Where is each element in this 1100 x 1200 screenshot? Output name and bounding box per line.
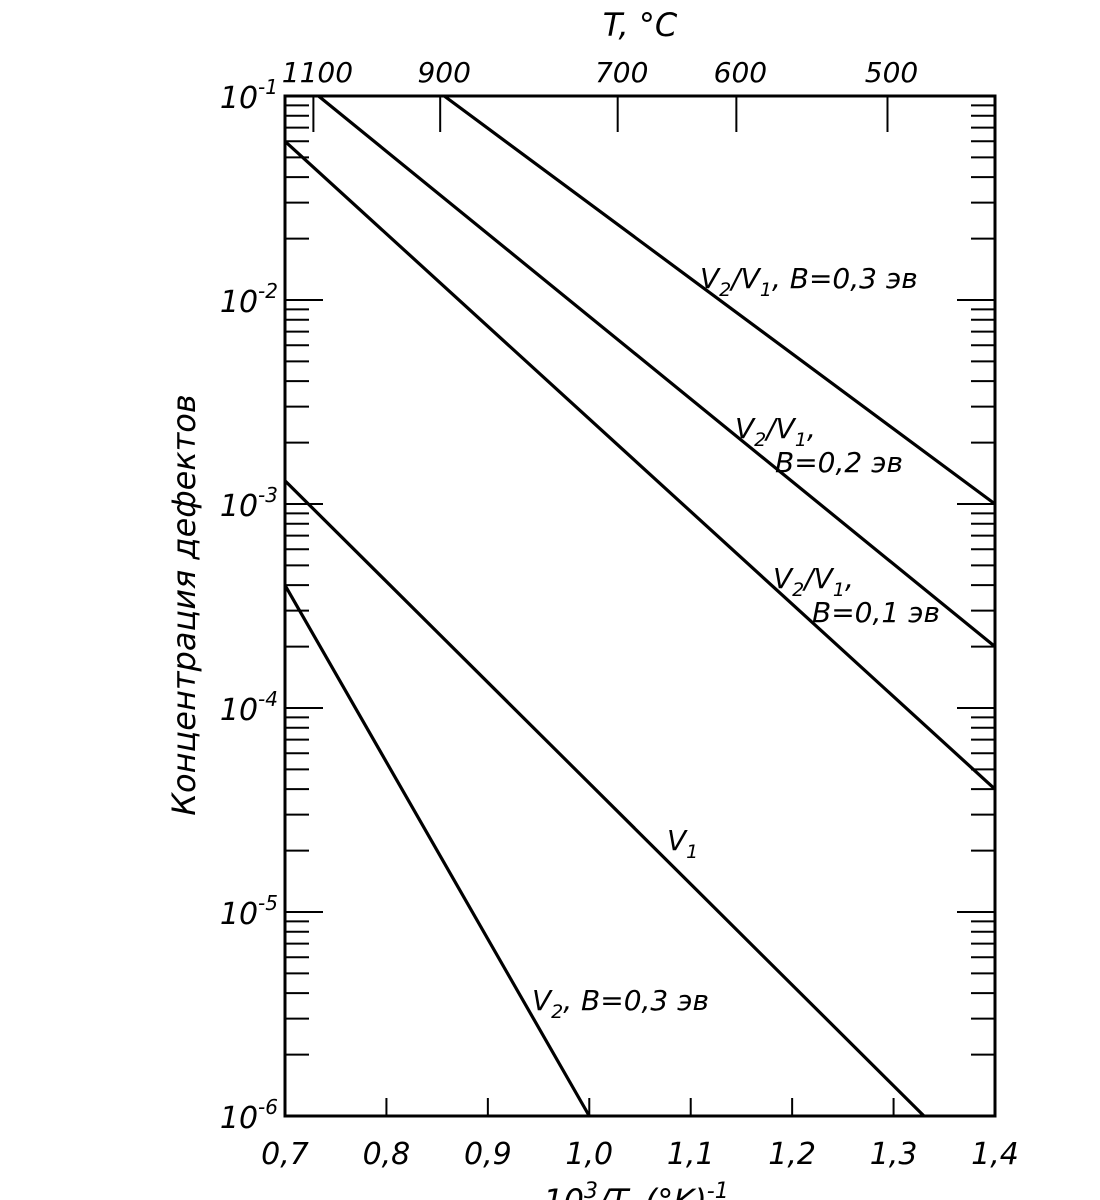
y-tick-label: 10-4 <box>220 687 278 728</box>
y-tick-label: 10-3 <box>220 483 278 524</box>
top-tick-label: 600 <box>714 56 767 89</box>
y-axis-title: Концентрация дефектов <box>165 394 203 815</box>
series-label: V2/V1, <box>735 412 816 451</box>
series-label: V1 <box>667 824 698 863</box>
x-tick-label: 1,0 <box>565 1137 613 1172</box>
series-label-line2: B=0,1 эв <box>812 596 940 629</box>
series-line <box>443 94 996 506</box>
series-label: V2/V1, B=0,3 эв <box>700 262 918 301</box>
chart-labels: 0,7 0,8 0,9 1,0 1,1 1,2 1,3 1,4 10-1 10-2 10-3 10-4… <box>165 6 1019 1200</box>
series-label: V2, B=0,3 эв <box>532 984 709 1023</box>
series-line <box>283 140 997 791</box>
x-tick-label: 0,7 <box>261 1137 309 1172</box>
x-tick-label: 1,1 <box>667 1137 715 1172</box>
series-lines <box>283 94 997 1118</box>
series-label: V2/V1, <box>773 562 854 601</box>
x-tick-label: 0,8 <box>363 1137 411 1172</box>
y-tick-label: 10-6 <box>220 1095 278 1136</box>
top-tick-label: 700 <box>595 56 648 89</box>
top-axis-title: T, °C <box>603 6 678 44</box>
series-line <box>317 94 997 648</box>
x-axis-title: 103/T, (°K)-1 <box>543 1179 728 1200</box>
top-tick-label: 1100 <box>282 56 353 89</box>
top-tick-label: 900 <box>417 56 470 89</box>
series-line <box>283 479 926 1118</box>
axis-ticks <box>284 96 996 1117</box>
x-tick-label: 0,9 <box>464 1137 512 1172</box>
plot-frame <box>283 94 997 1118</box>
series-label-line2: B=0,2 эв <box>775 446 903 479</box>
top-tick-label: 500 <box>865 56 918 89</box>
x-tick-label: 1,3 <box>870 1137 918 1172</box>
x-tick-label: 1,2 <box>768 1137 816 1172</box>
series-line <box>283 584 591 1117</box>
x-tick-label: 1,4 <box>971 1137 1019 1172</box>
y-tick-label: 10-2 <box>220 279 278 320</box>
y-tick-label: 10-5 <box>220 891 278 932</box>
y-tick-label: 10-1 <box>220 75 278 116</box>
